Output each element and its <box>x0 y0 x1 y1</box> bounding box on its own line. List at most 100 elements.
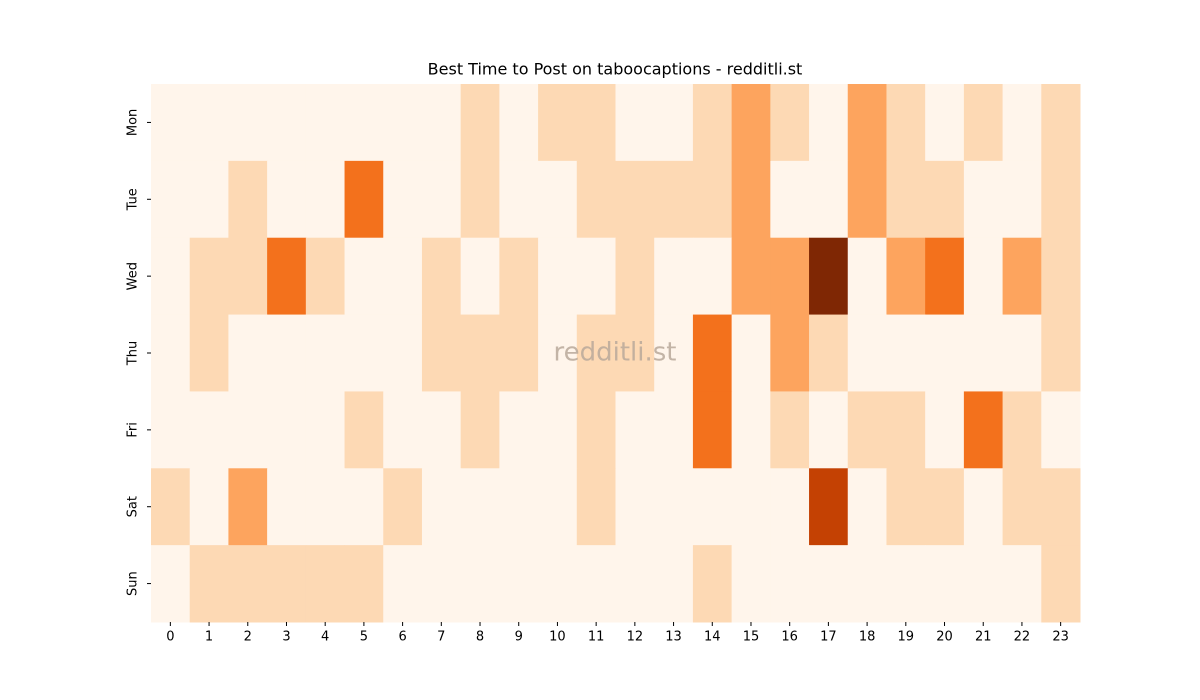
heat-cell <box>267 314 307 392</box>
y-tick-label: Tue <box>126 188 141 211</box>
heat-cell <box>963 237 1004 316</box>
heat-cell <box>189 160 229 239</box>
heat-cell <box>770 468 810 546</box>
heat-cell <box>1041 84 1081 162</box>
heat-cell <box>925 314 965 392</box>
heat-cell <box>151 84 191 162</box>
heat-cell <box>847 314 887 392</box>
heat-cell <box>228 237 268 316</box>
heat-cell <box>847 237 887 316</box>
heat-cell <box>305 237 346 316</box>
y-tick-label: Mon <box>126 109 141 136</box>
x-tick-label: 15 <box>743 630 760 645</box>
heat-cell <box>886 237 926 316</box>
heat-cell <box>576 545 616 623</box>
heat-cell <box>1002 468 1042 546</box>
heat-cell <box>1041 545 1081 623</box>
heat-cell <box>267 545 307 623</box>
heat-cell <box>421 391 462 469</box>
heat-cell <box>925 468 965 546</box>
heat-cell <box>189 84 229 162</box>
heat-cell <box>499 84 539 162</box>
heat-cell <box>886 545 926 623</box>
heat-cell <box>499 237 539 316</box>
heat-cell <box>151 160 191 239</box>
heat-cell <box>654 160 694 239</box>
heat-cell <box>692 237 733 316</box>
heat-cell <box>576 391 616 469</box>
x-tick-label: 16 <box>781 630 798 645</box>
heat-cell <box>615 160 655 239</box>
heat-cell <box>809 84 849 162</box>
heat-cell <box>421 545 462 623</box>
heat-cell <box>538 545 578 623</box>
heat-cell <box>1041 237 1081 316</box>
heat-cell <box>847 545 887 623</box>
heat-cell <box>344 160 384 239</box>
heat-cell <box>151 237 191 316</box>
heat-cell <box>344 468 384 546</box>
x-tick-label: 8 <box>476 630 484 645</box>
heat-cell <box>615 84 655 162</box>
x-tick-label: 2 <box>244 630 252 645</box>
heat-cell <box>731 545 771 623</box>
heat-cell <box>1002 314 1042 392</box>
heat-cell <box>615 391 655 469</box>
heat-cell <box>460 237 500 316</box>
heat-cell <box>963 391 1004 469</box>
heat-cell <box>538 314 578 392</box>
heat-cell <box>383 84 423 162</box>
heat-cell <box>421 237 462 316</box>
heat-cell <box>1041 391 1081 469</box>
heat-cell <box>615 314 655 392</box>
x-tick-label: 4 <box>321 630 329 645</box>
heat-cell <box>383 314 423 392</box>
heat-cell <box>925 84 965 162</box>
x-tick-label: 18 <box>859 630 876 645</box>
heat-cell <box>460 314 500 392</box>
heat-cell <box>963 468 1004 546</box>
heat-cell <box>615 545 655 623</box>
heat-cell <box>538 237 578 316</box>
x-tick-label: 10 <box>549 630 566 645</box>
heat-cell <box>267 391 307 469</box>
heat-cell <box>654 545 694 623</box>
heat-cell <box>809 237 849 316</box>
heat-cell <box>847 84 887 162</box>
heat-cell <box>538 160 578 239</box>
x-tick-label: 1 <box>205 630 213 645</box>
heat-cell <box>228 314 268 392</box>
heat-cell <box>731 391 771 469</box>
heat-cell <box>538 468 578 546</box>
heat-cell <box>383 545 423 623</box>
heat-cell <box>1002 160 1042 239</box>
heat-cell <box>692 84 733 162</box>
heat-cell <box>692 468 733 546</box>
heat-cell <box>499 314 539 392</box>
heat-cell <box>460 545 500 623</box>
heat-cell <box>731 468 771 546</box>
heat-cell <box>847 468 887 546</box>
x-tick-label: 0 <box>166 630 174 645</box>
heat-cell <box>615 237 655 316</box>
heat-cell <box>460 468 500 546</box>
heat-cell <box>538 84 578 162</box>
heat-cell <box>344 84 384 162</box>
heat-cell <box>151 391 191 469</box>
heat-cell <box>692 545 733 623</box>
heat-cell <box>809 545 849 623</box>
heat-cell <box>576 84 616 162</box>
heat-cell <box>189 391 229 469</box>
heat-cell <box>731 84 771 162</box>
x-tick-label: 5 <box>360 630 368 645</box>
x-tick-label: 11 <box>588 630 605 645</box>
heat-cell <box>1002 391 1042 469</box>
heat-cell <box>886 84 926 162</box>
heat-cell <box>344 314 384 392</box>
heat-cell <box>267 468 307 546</box>
heat-cell <box>421 468 462 546</box>
x-tick-label: 21 <box>975 630 992 645</box>
heat-cell <box>770 391 810 469</box>
heat-cell <box>499 160 539 239</box>
heat-cell <box>228 391 268 469</box>
